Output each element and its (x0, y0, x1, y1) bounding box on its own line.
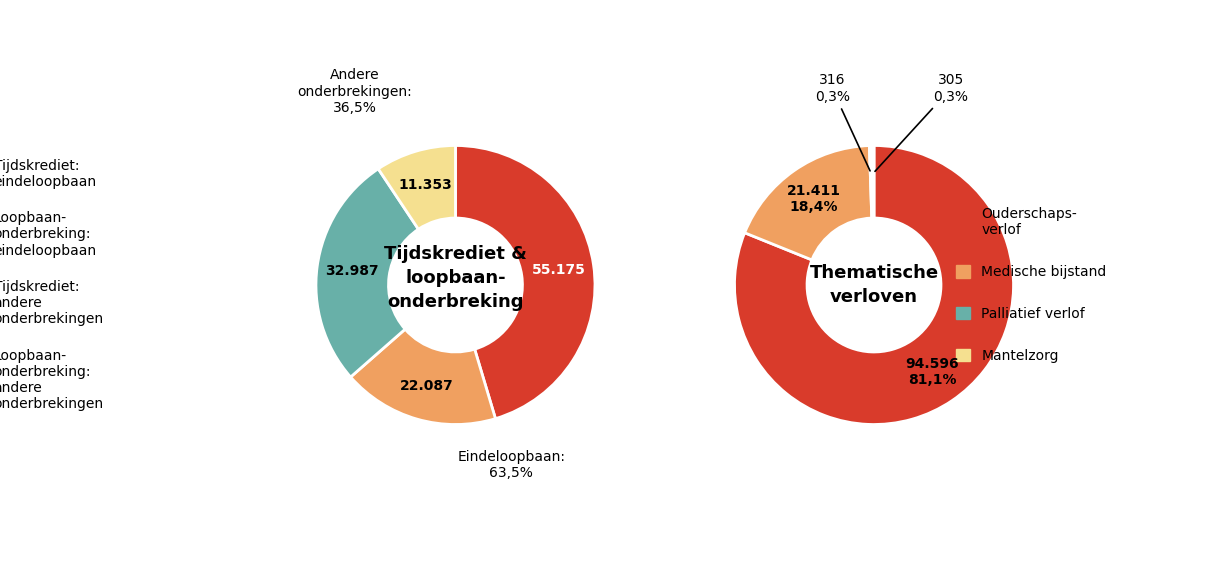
Text: Thematische
verloven: Thematische verloven (810, 264, 938, 306)
Text: 305
0,3%: 305 0,3% (875, 74, 969, 172)
Text: 55.175: 55.175 (532, 263, 586, 277)
Wedge shape (378, 145, 455, 229)
Text: 316
0,3%: 316 0,3% (815, 74, 870, 171)
Legend: Tijdskrediet:
eindeloopbaan, Loopbaan-
onderbreking:
eindeloopbaan, Tijdskrediet: Tijdskrediet: eindeloopbaan, Loopbaan- o… (0, 159, 103, 411)
Text: Eindeloopbaan:
63,5%: Eindeloopbaan: 63,5% (457, 450, 565, 480)
Wedge shape (316, 169, 419, 377)
Wedge shape (872, 145, 874, 218)
Text: Tijdskrediet &
loopbaan-
onderbreking: Tijdskrediet & loopbaan- onderbreking (384, 246, 527, 311)
Text: 21.411
18,4%: 21.411 18,4% (787, 184, 841, 214)
Wedge shape (735, 145, 1013, 425)
Text: Andere
onderbrekingen:
36,5%: Andere onderbrekingen: 36,5% (298, 68, 412, 115)
Text: 11.353: 11.353 (399, 178, 452, 192)
Text: 94.596
81,1%: 94.596 81,1% (906, 357, 959, 387)
Wedge shape (351, 329, 495, 425)
Wedge shape (455, 145, 595, 418)
Wedge shape (745, 145, 872, 260)
Text: 32.987: 32.987 (325, 264, 379, 278)
Wedge shape (869, 145, 873, 218)
Legend: Ouderschaps-
verlof, Medische bijstand, Palliatief verlof, Mantelzorg: Ouderschaps- verlof, Medische bijstand, … (956, 207, 1107, 363)
Text: 22.087: 22.087 (400, 378, 453, 393)
